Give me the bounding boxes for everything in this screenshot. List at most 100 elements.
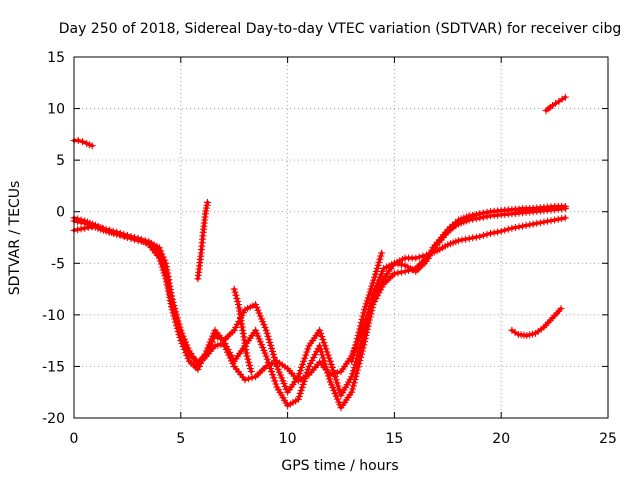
y-tick-label-10: 10 xyxy=(47,102,65,118)
data-point xyxy=(311,351,319,359)
data-point xyxy=(324,351,332,359)
x-tick-label-15: 15 xyxy=(385,431,403,447)
data-point xyxy=(316,326,324,334)
data-point xyxy=(106,228,114,236)
data-point xyxy=(355,328,363,336)
data-point xyxy=(365,291,373,299)
data-point xyxy=(561,93,569,101)
data-point xyxy=(175,325,183,333)
data-point xyxy=(319,354,327,362)
data-point xyxy=(173,319,181,327)
data-point xyxy=(321,342,329,350)
data-point xyxy=(88,142,96,150)
data-point xyxy=(295,370,303,378)
data-point xyxy=(483,208,491,216)
data-point xyxy=(271,356,279,364)
data-point xyxy=(278,374,286,382)
data-point xyxy=(237,317,245,325)
data-point xyxy=(551,216,559,224)
data-point xyxy=(368,282,376,290)
data-point xyxy=(172,313,180,321)
x-tick-label-0: 0 xyxy=(70,431,79,447)
data-point xyxy=(247,368,255,376)
data-point xyxy=(540,218,548,226)
data-point xyxy=(272,380,280,388)
data-point xyxy=(522,222,530,229)
data-point xyxy=(319,336,327,344)
data-point xyxy=(353,335,361,343)
data-point xyxy=(361,306,368,314)
data-point xyxy=(299,360,307,368)
data-point xyxy=(372,295,380,303)
data-point xyxy=(333,395,341,403)
data-point xyxy=(348,373,356,381)
data-point xyxy=(462,235,470,243)
data-point xyxy=(321,360,329,368)
data-point xyxy=(323,348,331,356)
data-point xyxy=(479,231,487,239)
data-point xyxy=(326,378,334,386)
data-point xyxy=(302,351,310,359)
data-point xyxy=(490,229,498,237)
data-point xyxy=(259,344,267,351)
data-point xyxy=(501,226,509,234)
data-point xyxy=(269,347,276,355)
series-markers-dip-8h xyxy=(230,285,255,376)
x-axis-label: GPS time / hours xyxy=(281,458,398,474)
data-point xyxy=(204,347,212,355)
x-tick-label-25: 25 xyxy=(599,431,617,447)
x-tick-label-20: 20 xyxy=(492,431,510,447)
data-point xyxy=(195,362,203,370)
data-point xyxy=(322,345,330,353)
data-point xyxy=(350,364,358,372)
data-point xyxy=(301,354,309,362)
data-point xyxy=(372,267,380,275)
data-point xyxy=(163,274,171,281)
data-point xyxy=(242,346,250,354)
data-point xyxy=(469,234,477,242)
data-point xyxy=(252,326,260,334)
data-point xyxy=(458,236,466,244)
data-point xyxy=(239,326,247,334)
data-point xyxy=(296,389,304,397)
data-point xyxy=(519,222,527,230)
data-point xyxy=(415,253,423,261)
data-point xyxy=(267,341,275,349)
data-point xyxy=(265,361,273,369)
data-point xyxy=(256,338,264,346)
data-point xyxy=(332,376,340,384)
data-point xyxy=(202,350,210,358)
data-point xyxy=(131,236,138,244)
data-point xyxy=(487,229,494,237)
data-point xyxy=(376,255,384,263)
chart-title: Day 250 of 2018, Sidereal Day-to-day VTE… xyxy=(59,21,622,37)
data-point xyxy=(265,335,273,343)
data-point xyxy=(296,367,304,375)
data-point xyxy=(266,338,274,346)
data-point xyxy=(183,344,190,352)
data-point xyxy=(318,351,326,359)
y-tick-label--10: -10 xyxy=(42,308,65,324)
data-point xyxy=(300,377,308,385)
data-point xyxy=(264,358,272,366)
data-point xyxy=(177,332,185,339)
data-point xyxy=(364,294,372,302)
data-point xyxy=(227,351,235,359)
data-point xyxy=(318,333,326,340)
y-tick-label-5: 5 xyxy=(56,153,65,169)
data-point xyxy=(269,371,277,379)
data-point xyxy=(325,372,332,380)
data-point xyxy=(331,373,339,381)
data-point xyxy=(361,324,369,332)
data-point xyxy=(214,341,222,349)
y-tick-label-0: 0 xyxy=(56,205,65,221)
data-point xyxy=(373,264,381,272)
y-tick-label--20: -20 xyxy=(42,411,65,427)
y-tick-label--15: -15 xyxy=(42,359,65,375)
data-point xyxy=(274,365,282,373)
data-point xyxy=(369,279,377,287)
data-point xyxy=(508,224,516,232)
data-point xyxy=(328,364,336,371)
data-point xyxy=(208,338,216,346)
data-point xyxy=(205,344,213,352)
